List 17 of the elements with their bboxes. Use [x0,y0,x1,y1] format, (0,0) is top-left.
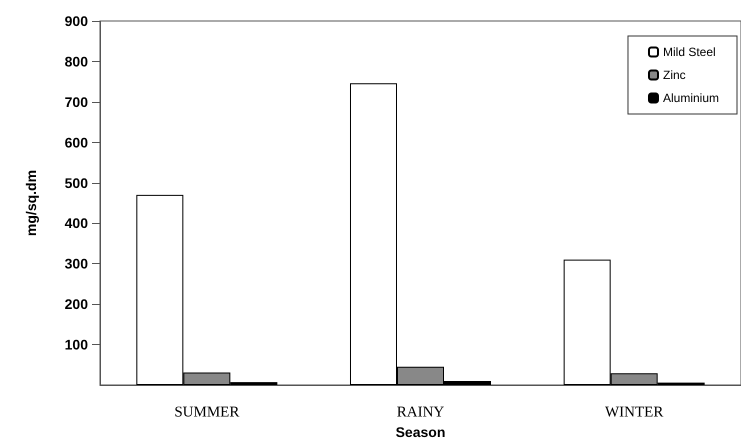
x-axis-title: Season [396,424,446,440]
y-tick-label: 700 [64,94,88,110]
y-axis-title: mg/sq.dm [23,170,39,236]
legend-label: Aluminium [662,91,720,105]
legend-label: Zinc [662,68,686,82]
y-tick-label: 200 [64,296,88,312]
y-tick-label: 500 [64,174,88,191]
x-tick-label: SUMMER [174,404,240,420]
legend-label: Mild Steel [662,45,716,59]
y-tick-label: 400 [64,215,88,232]
y-tick-label: 900 [64,13,88,29]
x-tick-label: WINTER [605,404,664,420]
x-tick-label: RAINY [396,404,444,420]
y-tick-label: 600 [64,134,88,150]
y-tick-label: 300 [64,256,88,272]
y-tick-label: 800 [64,53,88,70]
y-tick-label: 100 [64,336,88,353]
